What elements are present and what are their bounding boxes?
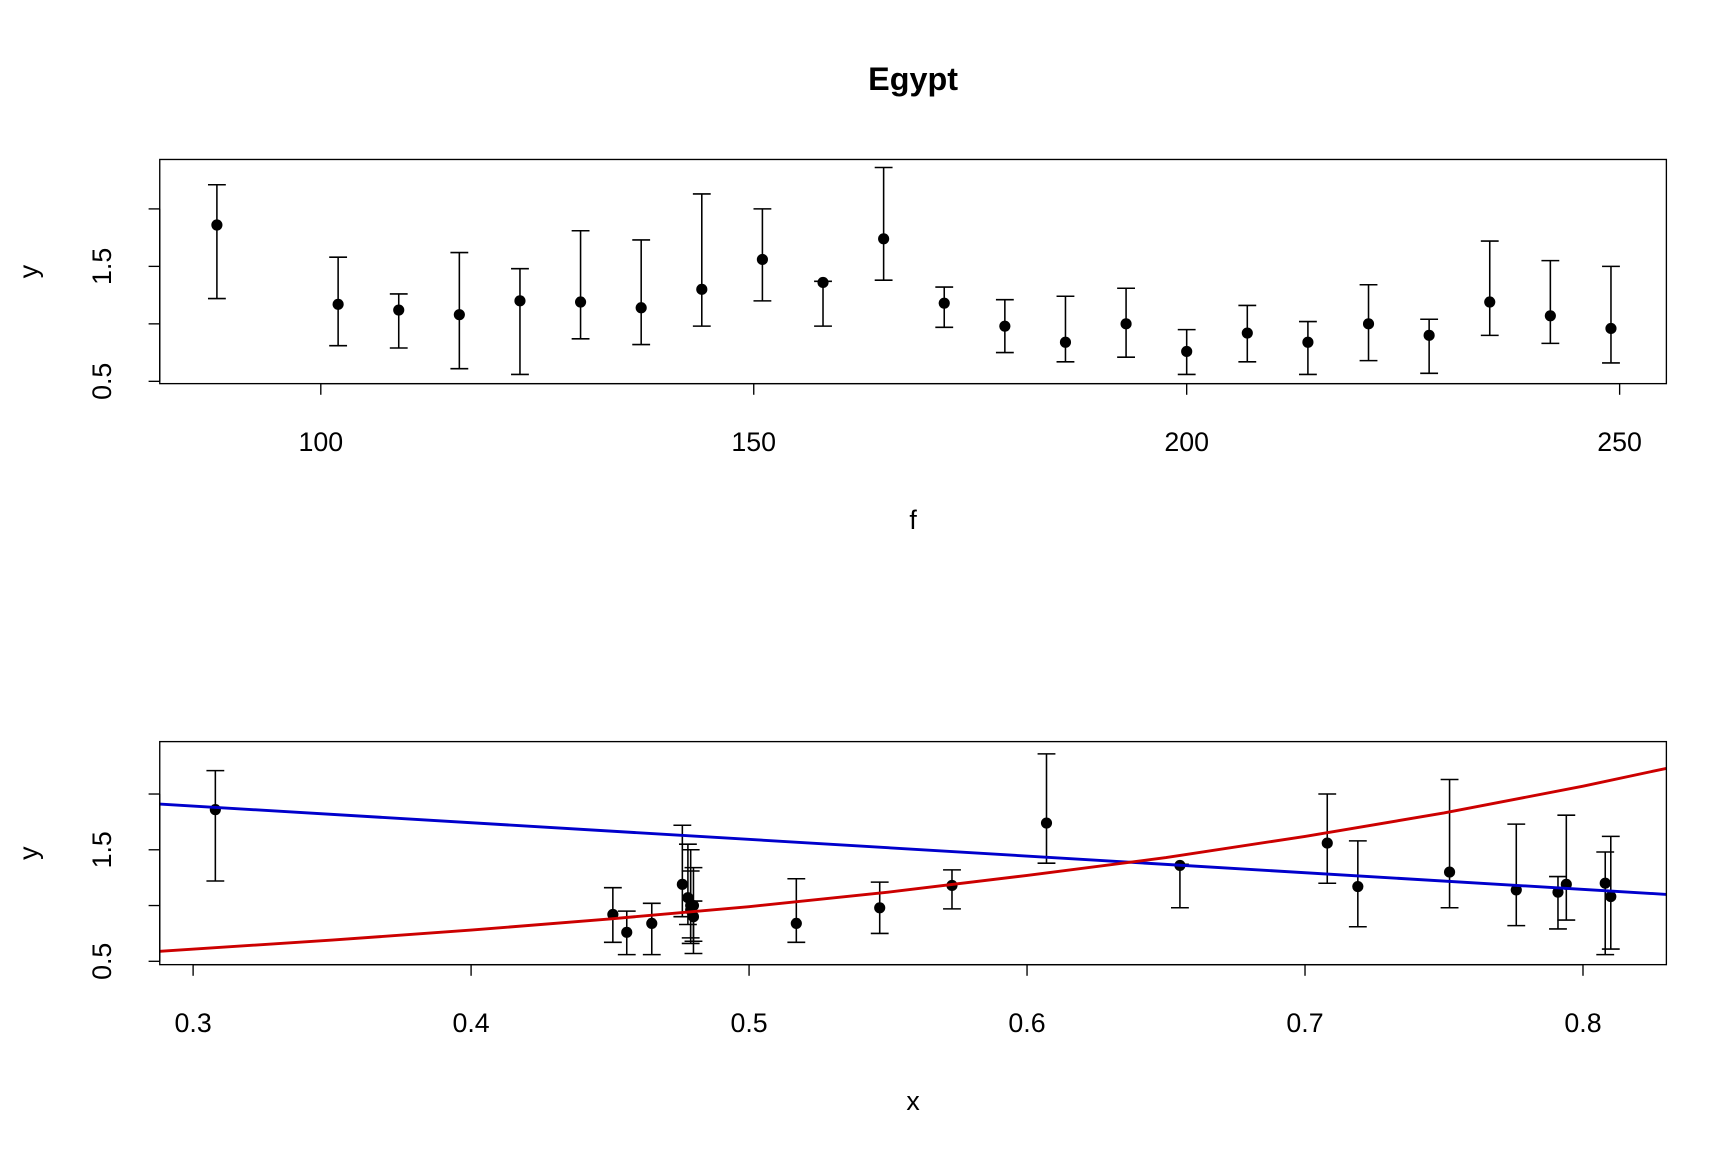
error-bar [1541, 259, 1560, 345]
error-bar [1596, 851, 1615, 956]
error-bar [389, 293, 408, 349]
point [1423, 329, 1435, 341]
point [878, 233, 890, 245]
point [646, 917, 658, 929]
x-tick-label: 0.6 [1008, 1008, 1045, 1038]
x-tick-label: 100 [298, 427, 343, 457]
point [1510, 884, 1522, 896]
error-bar [787, 877, 806, 944]
error-bar [1557, 814, 1576, 921]
point [676, 878, 688, 890]
error-bar [874, 166, 893, 281]
point [211, 219, 223, 231]
y-axis-label: y [13, 846, 43, 860]
point [790, 917, 802, 929]
point [453, 309, 465, 321]
error-bar [511, 267, 529, 376]
x-tick-label: 0.7 [1286, 1008, 1323, 1038]
point [1605, 322, 1617, 335]
point [1241, 327, 1253, 339]
point [1544, 310, 1556, 322]
x-tick-label: 200 [1164, 427, 1209, 457]
point [1484, 296, 1496, 308]
x-axis-label: x [906, 1086, 920, 1116]
point [1302, 336, 1314, 348]
error-bar [206, 769, 225, 882]
error-bar [692, 193, 711, 327]
point [393, 304, 405, 316]
error-bar [571, 229, 590, 340]
error-bar [1480, 240, 1499, 337]
x-tick-label: 0.5 [730, 1008, 767, 1038]
x-tick-label: 0.8 [1564, 1008, 1601, 1038]
point [635, 302, 647, 314]
point [938, 297, 950, 309]
point [621, 926, 633, 938]
error-bar [1056, 295, 1075, 363]
error-bar [1037, 753, 1056, 864]
error-bar [207, 183, 226, 300]
error-bar [1298, 320, 1317, 376]
point [1352, 881, 1364, 893]
point [514, 295, 526, 307]
point [1599, 877, 1611, 889]
point [682, 892, 694, 904]
point [1362, 318, 1375, 330]
point [574, 296, 587, 308]
point [1605, 891, 1617, 903]
point [817, 276, 829, 289]
y-axis-label: y [13, 264, 43, 278]
point [1181, 345, 1193, 358]
point [685, 904, 697, 916]
point [1059, 336, 1072, 348]
point [756, 253, 768, 266]
x-tick-label: 150 [731, 427, 776, 457]
error-bar [1440, 778, 1459, 909]
y-tick-label: 0.5 [87, 943, 117, 980]
error-bar [1420, 318, 1439, 375]
point [1321, 837, 1333, 849]
y-tick-label: 1.5 [87, 248, 117, 285]
x-tick-label: 0.4 [452, 1008, 489, 1038]
error-bar [681, 849, 700, 945]
chart-title: Egypt [868, 61, 958, 97]
error-bar [642, 902, 661, 956]
plot-box [159, 740, 1668, 966]
error-bar [1507, 823, 1526, 927]
point [332, 298, 344, 310]
x-tick-label: 250 [1597, 427, 1642, 457]
x-axis-label: f [909, 505, 917, 535]
point [696, 283, 708, 295]
point [999, 320, 1011, 332]
y-tick-label: 1.5 [87, 831, 117, 868]
fit-line [159, 766, 1667, 953]
x-tick-label: 0.3 [175, 1008, 212, 1038]
y-tick-label: 0.5 [87, 363, 117, 400]
point [1040, 817, 1053, 829]
point [874, 902, 886, 914]
point [1443, 866, 1456, 878]
error-bar [632, 239, 651, 346]
plot-box [159, 158, 1668, 385]
point [1120, 318, 1132, 330]
error-bar [1602, 265, 1620, 364]
fit-line [159, 802, 1667, 896]
